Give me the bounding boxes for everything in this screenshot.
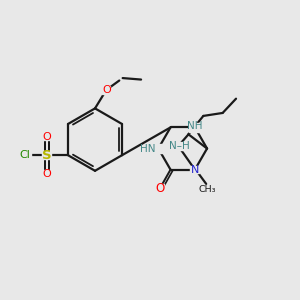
Bar [171,142,186,150]
Bar [189,123,201,132]
Bar [156,184,164,192]
Bar [43,134,50,140]
Text: O: O [102,85,111,95]
Bar [43,170,50,177]
Text: S: S [42,149,51,162]
Text: O: O [42,169,51,178]
Text: N–H: N–H [169,141,190,151]
Bar [152,144,165,153]
Text: O: O [42,132,51,142]
Text: HN: HN [140,143,156,154]
Text: CH₃: CH₃ [199,185,216,194]
Bar [190,166,199,173]
Bar [42,152,51,159]
Text: Cl: Cl [20,150,31,160]
Text: O: O [155,182,165,194]
Text: N: N [191,165,199,175]
Bar [19,151,31,159]
Bar [102,86,110,94]
Text: NH: NH [187,121,202,131]
